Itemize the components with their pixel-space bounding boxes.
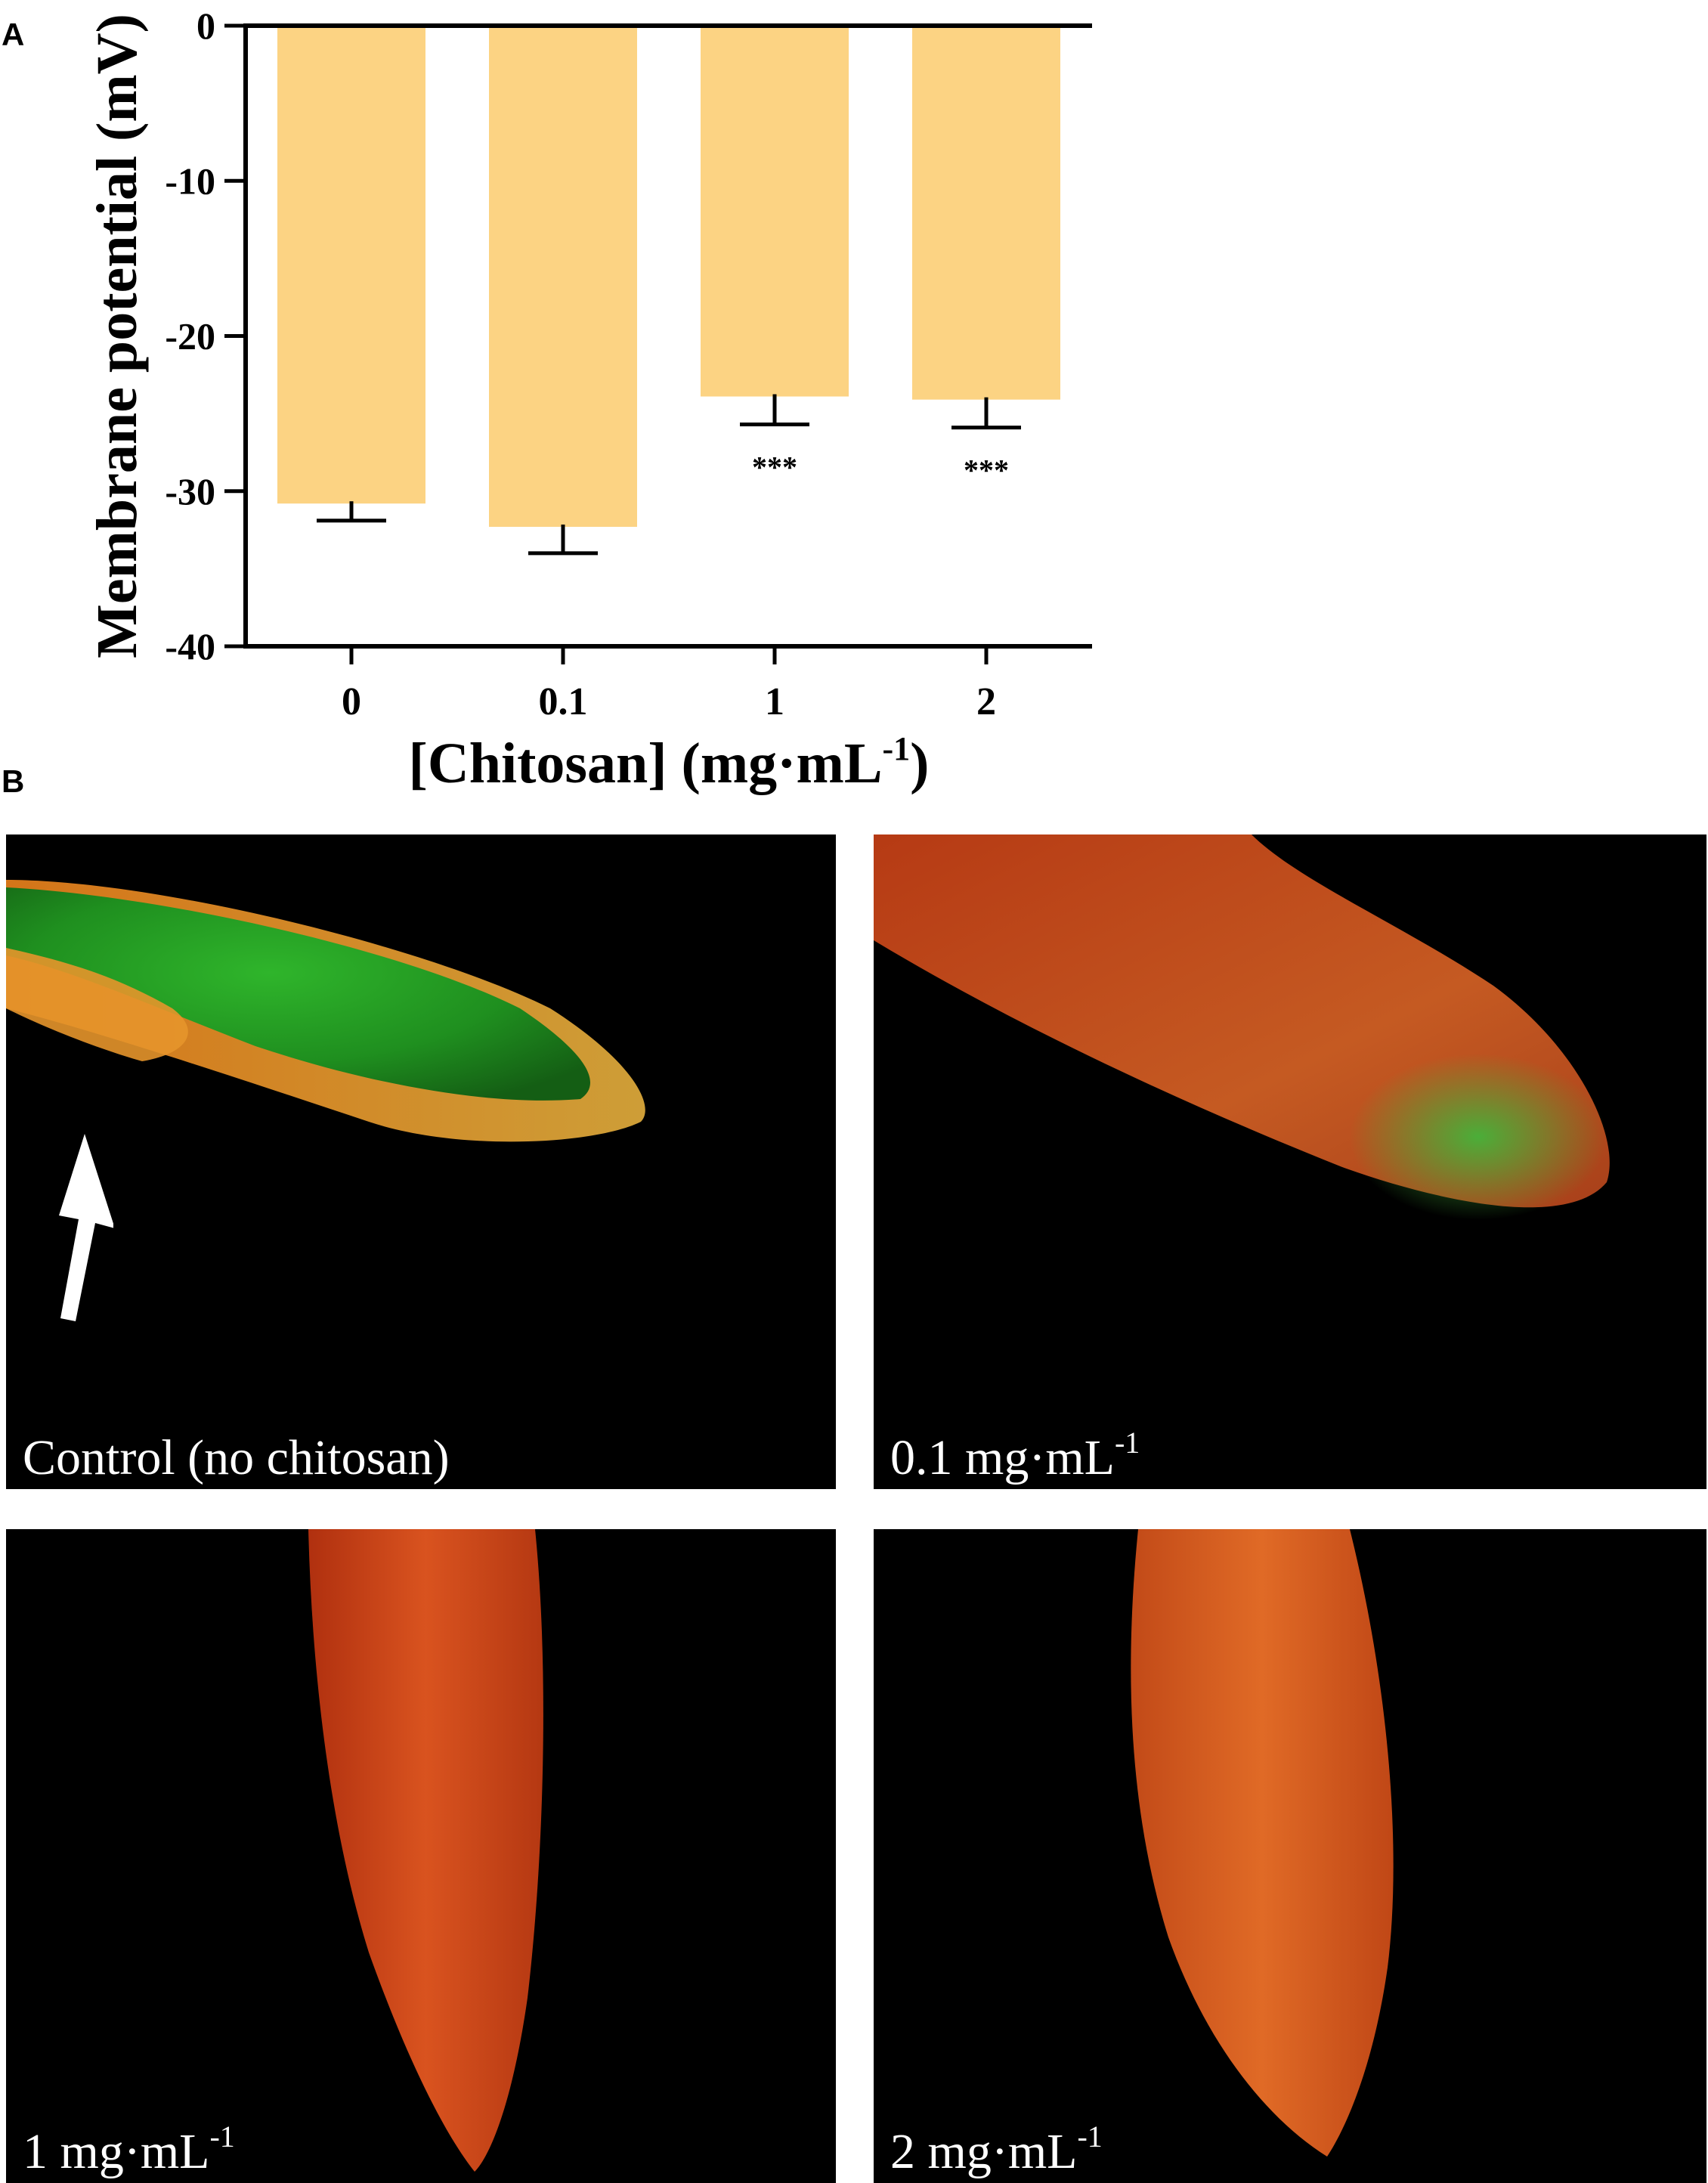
root-image-1 (308, 1529, 543, 2172)
y-tick-label-1: -10 (165, 159, 215, 202)
root-image-2 (1131, 1529, 1394, 2157)
x-tick-label-3: 2 (976, 680, 996, 723)
y-tick-label-2: -20 (165, 315, 215, 358)
x-tick-label-2: 1 (765, 680, 784, 723)
micrograph-2: 2 mg·mL-1 (874, 1529, 1706, 2183)
x-tick-label-1: 0.1 (539, 680, 588, 723)
micrograph-0-1: 0.1 mg·mL-1 (874, 834, 1706, 1489)
y-tick-label-0: 0 (196, 5, 215, 47)
arrow-icon (59, 1134, 113, 1321)
bar-3 (912, 26, 1060, 400)
micrograph-label-2: 2 mg·mL-1 (890, 2120, 1103, 2179)
bar-1 (489, 26, 637, 527)
panel-b-letter: B (2, 763, 25, 799)
y-tick-label-3: -30 (165, 470, 215, 512)
bar-0 (277, 26, 425, 504)
membrane-potential-bar-chart: 0 0.1 *** 1 *** 2 0 -10 -20 -30 -40 Membrane potent… (85, 5, 1092, 795)
micrograph-label-0-1: 0.1 mg·mL-1 (890, 1426, 1140, 1485)
y-axis-label: Membrane potential (mV) (85, 14, 149, 658)
panel-a-letter: A (2, 17, 25, 52)
bar-2 (701, 26, 849, 397)
root-image-0-1 (874, 834, 1610, 1220)
micrograph-label-1: 1 mg·mL-1 (23, 2120, 235, 2179)
x-axis-label: [Chitosan] (mg·mL-1) (409, 730, 930, 795)
root-image-control (6, 880, 645, 1142)
significance-label-2: *** (752, 450, 797, 484)
x-tick-label-0: 0 (342, 680, 361, 723)
micrograph-1: 1 mg·mL-1 (6, 1529, 836, 2183)
y-tick-label-4: -40 (165, 625, 215, 667)
significance-label-3: *** (964, 454, 1009, 488)
micrograph-label-control: Control (no chitosan) (23, 1430, 450, 1485)
micrograph-control: Control (no chitosan) (6, 834, 836, 1489)
